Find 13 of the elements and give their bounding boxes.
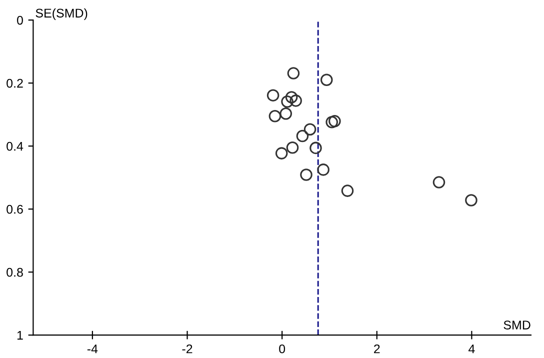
y-tick-label: 0.6: [6, 204, 23, 214]
x-axis-title: SMD: [504, 320, 530, 330]
x-tick-label: -2: [182, 344, 192, 354]
y-tick-label: 0.8: [6, 268, 23, 277]
y-tick-label: 0: [17, 16, 23, 25]
y-tick-label: 0.4: [6, 142, 24, 151]
y-axis-title: SE(SMD): [36, 8, 88, 20]
x-tick-label: 0: [279, 344, 286, 354]
y-tick-label: 0.2: [6, 78, 23, 88]
x-tick-label: 4: [468, 344, 475, 354]
y-tick-label: 1: [17, 331, 23, 340]
x-tick-label: -4: [87, 344, 98, 354]
x-tick-label: 2: [374, 344, 380, 354]
